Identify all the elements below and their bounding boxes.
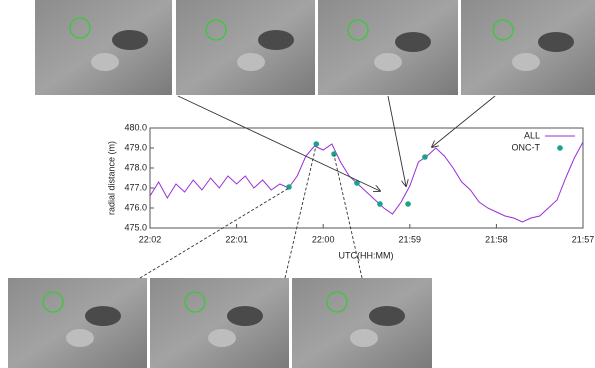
legend-label: ALL [524, 130, 540, 140]
page: {"chart_data": {"type": "line", "xlabel"… [0, 0, 595, 368]
x-tick-label: 21:57 [572, 234, 595, 244]
data-point [313, 141, 319, 147]
top-images [35, 0, 595, 95]
x-tick-label: 22:02 [139, 234, 162, 244]
y-tick-label: 478.0 [124, 162, 147, 172]
x-tick-label: 21:59 [399, 234, 422, 244]
x-tick-label: 22:00 [312, 234, 335, 244]
image [461, 0, 595, 95]
y-tick-label: 476.0 [124, 202, 147, 212]
x-tick-label: 21:58 [485, 234, 508, 244]
image [292, 278, 432, 368]
x-axis-label: UTC(HH:MM) [339, 250, 394, 260]
data-point [405, 201, 411, 207]
x-tick-label: 22:01 [225, 234, 248, 244]
data-point [422, 154, 428, 160]
y-tick-label: 475.0 [124, 222, 147, 232]
image [176, 0, 315, 95]
bottom-images [8, 278, 432, 368]
y-tick-label: 480.0 [124, 122, 147, 132]
image [150, 278, 289, 368]
image [318, 0, 458, 95]
y-tick-label: 479.0 [124, 142, 147, 152]
image [8, 278, 147, 368]
data-point [377, 201, 383, 207]
legend-swatch [557, 145, 563, 151]
y-axis-label: radial distance (m) [106, 141, 116, 215]
figure: radial distance (m) UTC(HH:MM) 475.0 476.… [0, 0, 595, 368]
chart: radial distance (m) UTC(HH:MM) 475.0 476.… [106, 122, 594, 260]
legend-label: ONC-T [512, 142, 541, 152]
y-tick-label: 477.0 [124, 182, 147, 192]
image [35, 0, 172, 95]
